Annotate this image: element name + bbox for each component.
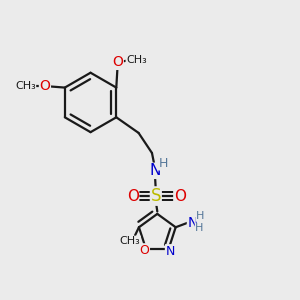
Text: H: H bbox=[196, 211, 205, 221]
Text: O: O bbox=[40, 79, 50, 93]
Text: N: N bbox=[149, 163, 160, 178]
Text: H: H bbox=[159, 157, 168, 170]
Text: O: O bbox=[127, 189, 139, 204]
Text: S: S bbox=[151, 187, 161, 205]
Text: H: H bbox=[195, 223, 204, 233]
Text: N: N bbox=[188, 216, 198, 230]
Text: N: N bbox=[166, 245, 175, 258]
Text: O: O bbox=[112, 55, 123, 69]
Text: CH₃: CH₃ bbox=[15, 81, 36, 91]
Text: O: O bbox=[140, 244, 149, 257]
Text: CH₃: CH₃ bbox=[126, 55, 147, 65]
Text: O: O bbox=[174, 189, 186, 204]
Text: CH₃: CH₃ bbox=[120, 236, 140, 246]
